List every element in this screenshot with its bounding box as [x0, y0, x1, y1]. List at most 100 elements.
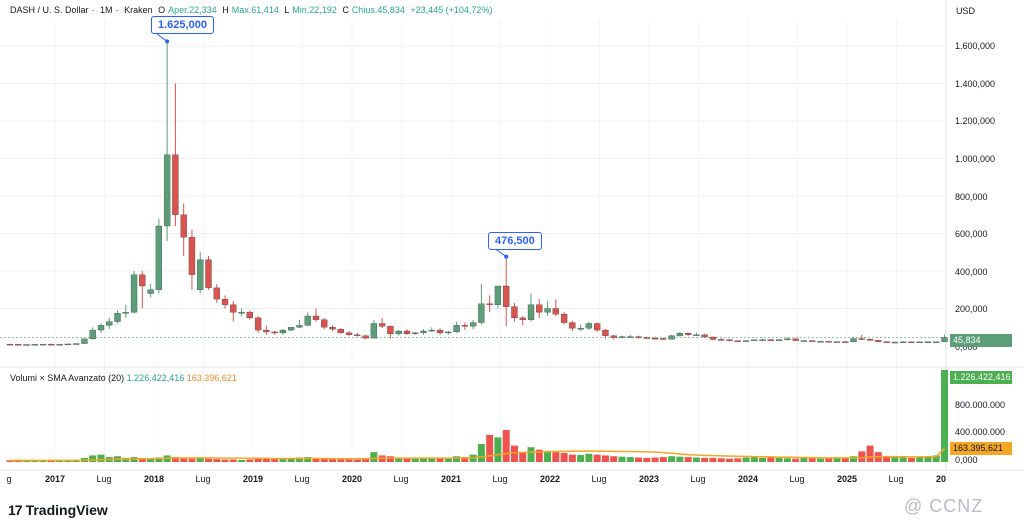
open-label: O [158, 5, 166, 15]
candle-body [395, 330, 402, 334]
time-label: 2021 [440, 474, 462, 484]
volume-bar [23, 460, 31, 462]
candle-body [48, 343, 55, 346]
candle-body [445, 331, 452, 334]
volume-bar [221, 459, 229, 462]
candle-body [809, 340, 816, 342]
candle-body [213, 287, 220, 300]
candle-body [288, 327, 295, 331]
volume-bar [420, 458, 427, 462]
volume-bar [759, 457, 767, 462]
candle-body [114, 313, 121, 322]
volume-bar [767, 457, 775, 462]
candle-body [875, 340, 882, 342]
candle-body [924, 341, 932, 344]
candle-body [858, 338, 865, 340]
candle-body [734, 340, 741, 342]
candle-body [693, 334, 700, 336]
volume-bar [891, 457, 899, 462]
candle-body [792, 338, 799, 341]
candle-body [941, 337, 948, 342]
volume-title[interactable]: Volumi × SMA Avanzato (20) [10, 373, 125, 383]
callout-dot [504, 254, 509, 259]
volume-bar [808, 458, 816, 462]
volume-bar [238, 459, 246, 462]
volume-bar [668, 456, 676, 462]
candle-body [221, 298, 229, 305]
volume-bar [494, 437, 502, 462]
volume-bar [279, 459, 287, 462]
candle-body [536, 304, 543, 313]
tradingview-logo[interactable]: 17 TradingView [8, 502, 108, 518]
callout-pointer [156, 33, 168, 42]
high-2021-callout[interactable]: 476,500 [488, 232, 542, 250]
volume-bar [544, 451, 552, 462]
volume-bar [560, 452, 568, 462]
volume-bar [188, 458, 196, 462]
candle-body [254, 317, 262, 331]
time-label: 2019 [242, 474, 264, 484]
candle-body [304, 315, 311, 326]
volume-bar [610, 456, 618, 462]
volume-bar [362, 459, 370, 462]
candle-body [916, 341, 923, 344]
volume-bar [395, 457, 403, 462]
volume-bar [816, 458, 824, 462]
volume-bar [643, 457, 651, 462]
time-label: Lug [393, 474, 409, 484]
volume-bar [262, 458, 270, 462]
volume-bar [147, 458, 155, 462]
volume-bar [304, 457, 312, 462]
volume-bar [899, 457, 907, 462]
candle-body [172, 154, 179, 215]
volume-bar [858, 451, 866, 462]
volume-bar [883, 456, 891, 462]
candle-body [585, 323, 593, 329]
volume-bar [403, 458, 411, 462]
candle-body [800, 340, 808, 342]
candle-body [354, 334, 361, 336]
volume-bar [477, 443, 485, 462]
volume-bar [841, 457, 849, 462]
volume-bar [155, 457, 163, 462]
volume-bar [444, 458, 452, 462]
volume-bar [329, 459, 337, 462]
volume-bar [196, 458, 204, 462]
close-value: Chius.45,834 [351, 5, 405, 15]
volume-bar [486, 434, 494, 462]
volume-bar [725, 458, 733, 462]
candle-body [387, 326, 394, 334]
volume-tick: 0,000 [955, 455, 978, 465]
candle-body [908, 341, 915, 344]
time-label: Lug [492, 474, 508, 484]
symbol-name[interactable]: DASH / U. S. Dollar [10, 5, 89, 15]
volume-bar [502, 430, 510, 462]
candle-body [494, 285, 502, 305]
interval[interactable]: 1M [100, 5, 113, 15]
candle-body [56, 344, 63, 346]
candle-body [64, 343, 72, 346]
volume-bar [709, 457, 717, 462]
high-2017-callout[interactable]: 1.625,000 [151, 16, 214, 34]
volume-bar [213, 459, 221, 462]
candle-body [866, 339, 874, 341]
candle-body [511, 306, 518, 319]
volume-bar [97, 454, 105, 462]
candle-body [709, 336, 717, 340]
candle-body [594, 323, 601, 331]
candle-body [825, 341, 832, 343]
volume-bar [56, 460, 64, 462]
volume-bar [312, 457, 320, 462]
candle-body [337, 328, 344, 334]
candle-body [238, 312, 245, 314]
time-label: Lug [789, 474, 805, 484]
candle-body [775, 339, 783, 341]
candle-body [469, 322, 477, 327]
candle-body [97, 325, 105, 331]
candle-body [106, 321, 113, 326]
volume-bar [932, 455, 940, 462]
candle-body [31, 344, 38, 346]
candle-body [635, 336, 642, 338]
volume-bar [783, 458, 791, 462]
